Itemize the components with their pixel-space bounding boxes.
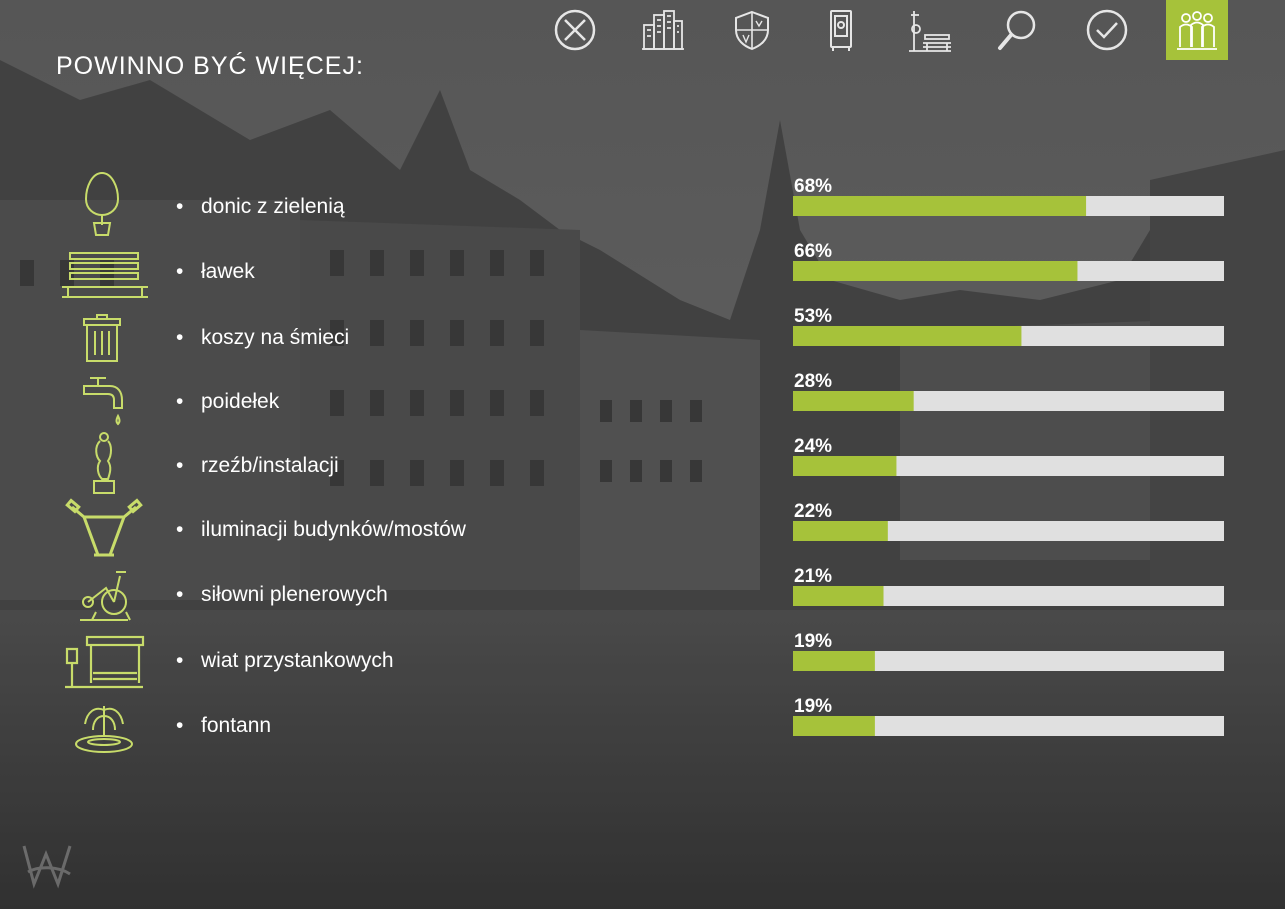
- circle-x-icon: [554, 9, 596, 51]
- bench-clock-icon: [909, 11, 951, 52]
- nav-item-people[interactable]: [1166, 0, 1228, 60]
- category-label-taps: • poidełek: [176, 390, 280, 413]
- category-label-planters: • donic z zielenią: [176, 195, 345, 218]
- city-logo-icon: [22, 845, 72, 889]
- category-icon-fountains: [54, 696, 154, 760]
- outdoor-gym-icon: [80, 571, 131, 621]
- nav-item-signboard[interactable]: [810, 0, 872, 60]
- category-text: wiat przystankowych: [201, 649, 394, 672]
- category-icon-benches: [55, 240, 155, 304]
- circle-check-icon: [1086, 9, 1128, 51]
- nav-item-search[interactable]: [987, 0, 1049, 60]
- bench-icon: [62, 252, 148, 298]
- water-tap-icon: [83, 377, 123, 426]
- category-text: donic z zielenią: [201, 195, 345, 218]
- category-text: koszy na śmieci: [201, 326, 350, 349]
- category-label-outdoor-gym: • siłowni plenerowych: [176, 583, 388, 606]
- category-text: rzeźb/instalacji: [201, 454, 339, 477]
- bus-shelter-icon: [65, 635, 145, 689]
- category-icon-bins: [52, 306, 152, 370]
- fountain-icon: [75, 706, 133, 753]
- category-label-illumination: • iluminacji budynków/mostów: [176, 518, 466, 541]
- signboard-icon: [830, 10, 852, 51]
- people-group-icon: [1177, 11, 1217, 50]
- category-label-benches: • ławek: [176, 260, 255, 283]
- city-buildings-icon: [642, 10, 684, 50]
- magnifier-icon: [998, 10, 1036, 50]
- nav-item-bench-clock[interactable]: [899, 0, 961, 60]
- category-label-sculptures: • rzeźb/instalacji: [176, 454, 339, 477]
- shield-icon: [735, 10, 769, 51]
- category-icon-illumination: [54, 498, 154, 564]
- nav-item-check[interactable]: [1076, 0, 1138, 60]
- page-title: POWINNO BYĆ WIĘCEJ:: [56, 52, 364, 80]
- top-navigation: [0, 0, 1285, 64]
- floodlight-icon: [65, 498, 143, 557]
- nav-item-shield[interactable]: [721, 0, 783, 60]
- category-label-fountains: • fontann: [176, 714, 272, 737]
- category-icon-outdoor-gym: [54, 564, 154, 628]
- category-label-bus-shelter: • wiat przystankowych: [176, 649, 394, 672]
- nav-item-circle-x[interactable]: [544, 0, 606, 60]
- trash-bin-icon: [83, 314, 121, 362]
- category-icon-planters: [52, 171, 152, 236]
- tree-planter-icon: [84, 171, 120, 236]
- category-text: ławek: [201, 260, 255, 283]
- category-icon-taps: [54, 370, 154, 434]
- nav-item-city[interactable]: [632, 0, 694, 60]
- category-icon-bus-shelter: [54, 630, 154, 694]
- category-text: siłowni plenerowych: [201, 583, 388, 606]
- category-label-bins: • koszy na śmieci: [176, 326, 350, 349]
- category-text: fontann: [201, 714, 272, 737]
- sculpture-icon: [93, 432, 115, 494]
- category-text: poidełek: [201, 390, 280, 413]
- category-icon-sculptures: [54, 432, 154, 496]
- category-text: iluminacji budynków/mostów: [201, 518, 466, 541]
